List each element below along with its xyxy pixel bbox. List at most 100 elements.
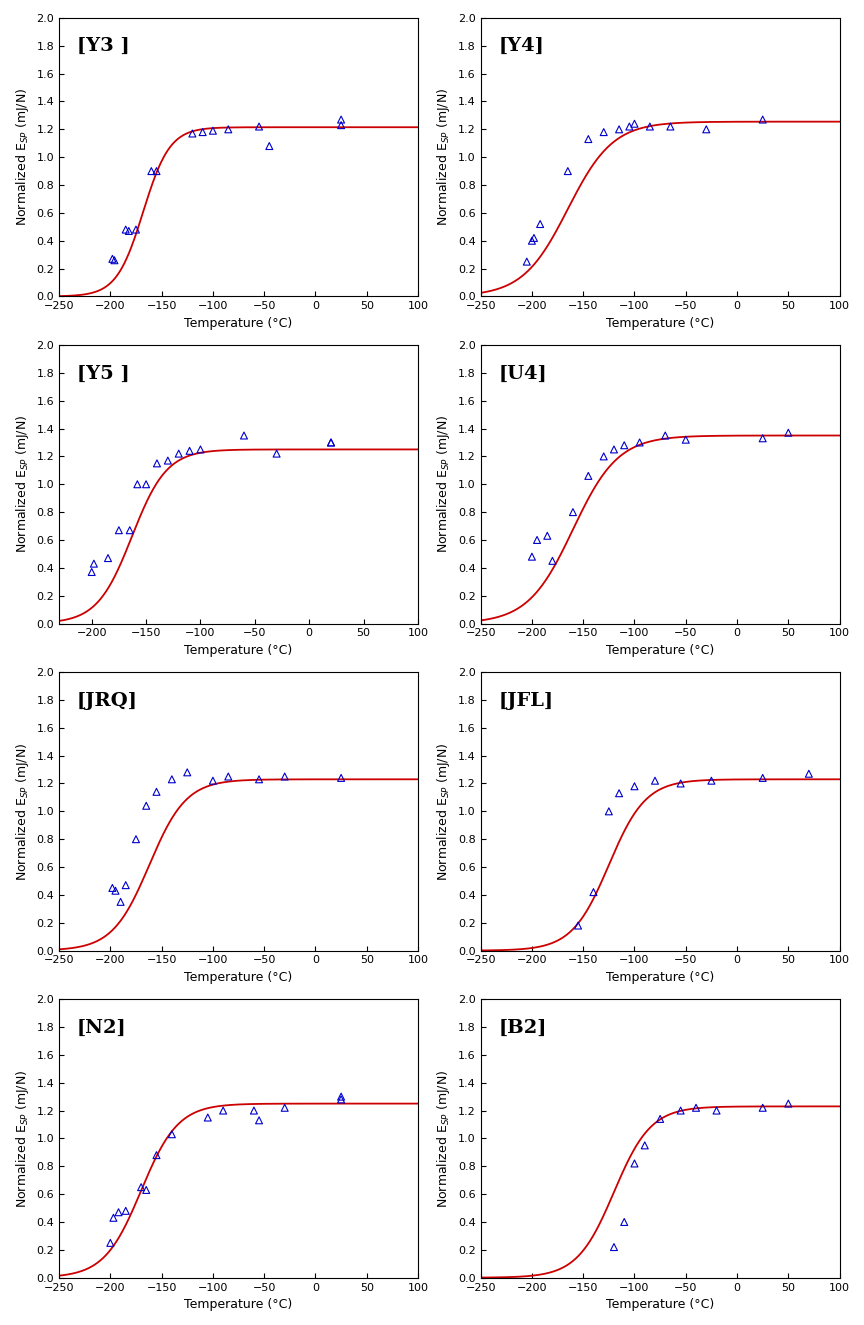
Point <box>602 800 616 822</box>
Point <box>756 109 770 130</box>
Point <box>324 432 338 453</box>
Point <box>674 1100 688 1121</box>
Point <box>165 768 179 790</box>
Point <box>587 881 600 902</box>
Point <box>112 519 126 541</box>
Y-axis label: Normalized E$_{SP}$ (mJ/N): Normalized E$_{SP}$ (mJ/N) <box>14 415 31 554</box>
Point <box>109 880 123 901</box>
Point <box>87 553 101 574</box>
Text: [JFL]: [JFL] <box>499 692 554 710</box>
Text: [Y4]: [Y4] <box>499 37 544 56</box>
Text: [B2]: [B2] <box>499 1019 547 1036</box>
Point <box>270 443 283 464</box>
Point <box>216 1100 230 1121</box>
Point <box>129 219 143 240</box>
Point <box>130 473 144 494</box>
Point <box>221 119 235 140</box>
Point <box>607 1236 621 1257</box>
Point <box>334 114 348 135</box>
Point <box>334 1089 348 1110</box>
Point <box>104 1232 118 1253</box>
Point <box>106 1207 120 1228</box>
Point <box>247 1100 261 1121</box>
Point <box>139 795 153 816</box>
Text: [Y5 ]: [Y5 ] <box>77 364 130 383</box>
Point <box>709 1100 723 1121</box>
X-axis label: Temperature (°C): Temperature (°C) <box>184 1298 293 1312</box>
Point <box>566 501 580 522</box>
Point <box>252 115 266 136</box>
Point <box>802 763 816 784</box>
Point <box>756 767 770 788</box>
Point <box>571 916 585 937</box>
Point <box>144 160 158 182</box>
Point <box>581 465 595 486</box>
Point <box>165 1124 179 1145</box>
Point <box>278 1097 292 1118</box>
Point <box>597 122 611 143</box>
Point <box>653 1108 667 1129</box>
Point <box>206 121 219 142</box>
Point <box>85 562 98 583</box>
Point <box>149 1145 163 1166</box>
Point <box>617 435 631 456</box>
Point <box>334 1086 348 1108</box>
Point <box>527 228 541 249</box>
Point <box>161 451 175 472</box>
Point <box>149 160 163 182</box>
Point <box>597 445 611 466</box>
Point <box>638 1134 651 1155</box>
Point <box>182 440 196 461</box>
Point <box>627 113 641 134</box>
Point <box>689 1097 703 1118</box>
Y-axis label: Normalized E$_{SP}$ (mJ/N): Normalized E$_{SP}$ (mJ/N) <box>435 87 453 227</box>
Point <box>704 770 718 791</box>
X-axis label: Temperature (°C): Temperature (°C) <box>184 317 293 330</box>
Point <box>632 432 646 453</box>
X-axis label: Temperature (°C): Temperature (°C) <box>606 1298 715 1312</box>
Point <box>252 768 266 790</box>
Point <box>607 439 621 460</box>
Text: [Y3 ]: [Y3 ] <box>77 37 130 56</box>
Point <box>139 473 153 494</box>
Point <box>334 109 348 130</box>
Point <box>139 1179 153 1200</box>
Point <box>627 775 641 796</box>
Point <box>119 1200 133 1222</box>
Point <box>520 250 534 272</box>
Point <box>105 877 119 898</box>
Point <box>107 249 121 270</box>
Point <box>114 892 128 913</box>
Point <box>658 425 672 447</box>
Point <box>119 874 133 896</box>
Point <box>525 546 539 567</box>
Point <box>101 547 115 568</box>
Point <box>150 453 164 474</box>
Point <box>699 119 713 140</box>
Text: [U4]: [U4] <box>499 364 547 383</box>
Point <box>334 767 348 788</box>
Point <box>756 1097 770 1118</box>
Y-axis label: Normalized E$_{SP}$ (mJ/N): Normalized E$_{SP}$ (mJ/N) <box>14 742 31 881</box>
X-axis label: Temperature (°C): Temperature (°C) <box>606 644 715 657</box>
Point <box>613 783 626 804</box>
Point <box>196 122 210 143</box>
Point <box>581 129 595 150</box>
Point <box>237 425 251 447</box>
Point <box>664 115 677 136</box>
Point <box>123 519 137 541</box>
Point <box>648 770 662 791</box>
Point <box>111 1202 125 1223</box>
Y-axis label: Normalized E$_{SP}$ (mJ/N): Normalized E$_{SP}$ (mJ/N) <box>435 415 453 554</box>
Text: [JRQ]: [JRQ] <box>77 692 138 710</box>
Point <box>561 160 575 182</box>
Y-axis label: Normalized E$_{SP}$ (mJ/N): Normalized E$_{SP}$ (mJ/N) <box>14 1069 31 1207</box>
Point <box>540 525 554 546</box>
Point <box>194 439 207 460</box>
X-axis label: Temperature (°C): Temperature (°C) <box>606 317 715 330</box>
Point <box>221 766 235 787</box>
Point <box>756 428 770 449</box>
Point <box>134 1177 148 1198</box>
X-axis label: Temperature (°C): Temperature (°C) <box>184 644 293 657</box>
Point <box>105 248 119 269</box>
